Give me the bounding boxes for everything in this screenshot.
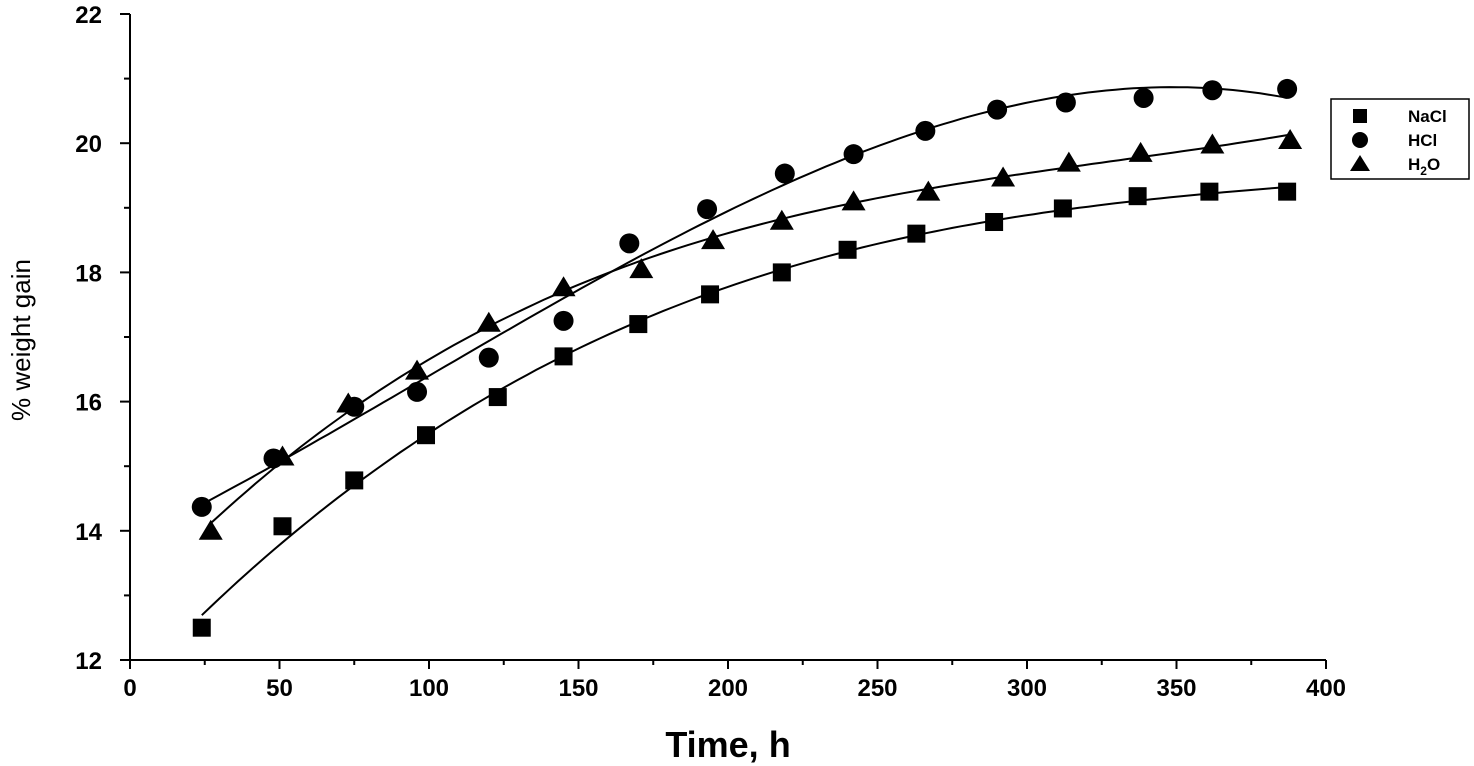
fit-curve-nacl <box>201 186 1288 616</box>
y-tick-label: 18 <box>75 260 102 287</box>
x-tick-label: 50 <box>266 675 293 702</box>
data-point-nacl <box>488 388 507 407</box>
fit-curves <box>201 86 1291 616</box>
legend-marker-nacl <box>1353 109 1367 123</box>
data-point-hcl <box>987 99 1008 120</box>
data-point-nacl <box>838 240 857 259</box>
data-point-nacl <box>985 213 1004 232</box>
data-point-hcl <box>1055 92 1076 113</box>
data-point-nacl <box>554 347 573 366</box>
legend-label-hcl: HCl <box>1408 131 1437 150</box>
data-point-hcl <box>697 199 718 220</box>
x-tick-label: 0 <box>123 675 136 702</box>
data-point-h2o <box>841 190 866 211</box>
data-point-h2o <box>629 258 654 279</box>
fit-curve-hcl <box>201 86 1288 506</box>
legend: NaCl HCl H2O <box>1330 98 1470 180</box>
data-point-nacl <box>192 618 211 637</box>
x-tick-label: 200 <box>708 675 748 702</box>
x-tick-label: 150 <box>558 675 598 702</box>
legend-marker-h2o <box>1350 155 1370 171</box>
data-point-hcl <box>619 233 640 254</box>
data-point-nacl <box>345 471 364 490</box>
fit-curve-h2o <box>210 133 1291 525</box>
y-tick-label: 14 <box>75 519 102 546</box>
axes: 0 50 100 150 200 250 300 350 400 12 14 16 18 20 22 <box>75 2 1346 702</box>
data-point-hcl <box>843 144 864 165</box>
data-point-h2o <box>701 229 726 250</box>
y-axis-title: % weight gain <box>6 259 36 421</box>
data-point-nacl <box>1053 199 1072 218</box>
x-tick-label: 100 <box>409 675 449 702</box>
legend-marker-hcl <box>1352 132 1368 148</box>
data-point-h2o <box>1056 151 1081 172</box>
data-point-hcl <box>478 347 499 368</box>
data-point-nacl <box>1200 182 1219 201</box>
y-tick-label: 16 <box>75 390 102 417</box>
data-point-h2o <box>551 276 576 297</box>
legend-box <box>1330 98 1470 180</box>
data-point-h2o <box>916 180 941 201</box>
y-tick-label: 22 <box>75 2 102 29</box>
data-point-nacl <box>629 315 648 334</box>
legend-label-h2o: H2O <box>1408 155 1440 178</box>
data-point-hcl <box>407 381 428 402</box>
data-point-nacl <box>907 224 926 243</box>
data-point-nacl <box>772 263 791 282</box>
data-markers <box>191 78 1303 637</box>
data-point-hcl <box>1202 80 1223 101</box>
data-point-hcl <box>1133 87 1154 108</box>
data-point-h2o <box>769 209 794 230</box>
data-point-hcl <box>191 496 212 517</box>
data-point-h2o <box>198 519 223 540</box>
data-point-nacl <box>1128 187 1147 206</box>
data-point-h2o <box>991 166 1016 187</box>
data-point-nacl <box>701 285 720 304</box>
data-point-nacl <box>1278 182 1297 201</box>
data-point-h2o <box>336 392 361 413</box>
x-tick-label: 350 <box>1156 675 1196 702</box>
x-tick-label: 300 <box>1007 675 1047 702</box>
data-point-nacl <box>273 517 292 536</box>
legend-label-nacl: NaCl <box>1408 107 1447 126</box>
data-point-hcl <box>1277 78 1298 99</box>
data-point-hcl <box>774 163 795 184</box>
y-tick-label: 12 <box>75 648 102 675</box>
data-point-h2o <box>476 311 501 332</box>
data-point-h2o <box>1128 141 1153 162</box>
x-axis-title: Time, h <box>665 724 790 765</box>
data-point-h2o <box>1200 133 1225 154</box>
data-point-h2o <box>405 359 430 380</box>
data-point-hcl <box>553 310 574 331</box>
data-point-h2o <box>270 445 295 466</box>
data-point-hcl <box>915 120 936 141</box>
x-tick-label: 250 <box>857 675 897 702</box>
data-point-h2o <box>1278 128 1303 149</box>
x-tick-label: 400 <box>1306 675 1346 702</box>
data-point-nacl <box>417 426 436 445</box>
y-tick-label: 20 <box>75 131 102 158</box>
